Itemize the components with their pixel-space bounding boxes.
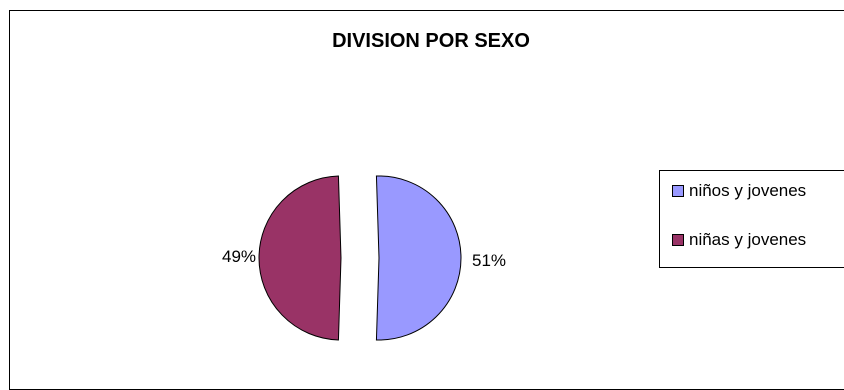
data-label-ninos: 51%	[472, 251, 507, 270]
pie-slice-ninos	[375, 175, 462, 341]
legend-swatch-ninos	[672, 185, 684, 197]
legend-item-ninas: niñas y jovenes	[672, 230, 806, 250]
legend-label-ninas: niñas y jovenes	[689, 230, 807, 249]
pie-chart	[258, 175, 462, 341]
data-label-ninas: 49%	[222, 247, 257, 266]
legend-swatch-ninas	[672, 234, 684, 246]
legend-label-ninos: niños y jovenes	[689, 181, 807, 200]
legend-item-ninos: niños y jovenes	[672, 181, 806, 201]
legend: niños y jovenes niñas y jovenes	[659, 170, 844, 268]
chart-title: DIVISION POR SEXO	[332, 30, 530, 52]
pie-slice-ninas	[258, 175, 342, 341]
